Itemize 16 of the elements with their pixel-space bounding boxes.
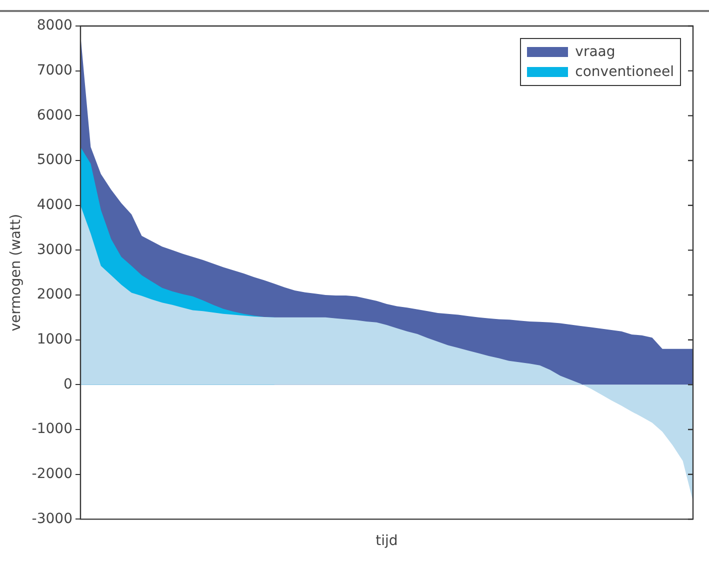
y-tick-label: 3000 bbox=[36, 242, 72, 258]
y-tick-label: 0 bbox=[64, 376, 72, 392]
y-tick-label: -1000 bbox=[32, 421, 72, 438]
x-axis-title: tijd bbox=[376, 533, 398, 550]
y-tick-label: 5000 bbox=[36, 152, 72, 168]
y-tick-label: 6000 bbox=[36, 107, 72, 124]
legend-label: conventioneel bbox=[575, 64, 674, 80]
y-tick-label: 7000 bbox=[36, 62, 72, 78]
y-tick-label: 2000 bbox=[36, 286, 72, 303]
y-tick-label: -2000 bbox=[32, 466, 72, 482]
legend-label: vraag bbox=[575, 44, 616, 60]
y-axis-title: vermogen (watt) bbox=[8, 214, 24, 332]
y-tick-label: 1000 bbox=[36, 331, 72, 348]
y-tick-label: 8000 bbox=[36, 18, 72, 34]
y-tick-label: 4000 bbox=[36, 196, 72, 213]
y-tick-label: -3000 bbox=[32, 510, 72, 527]
